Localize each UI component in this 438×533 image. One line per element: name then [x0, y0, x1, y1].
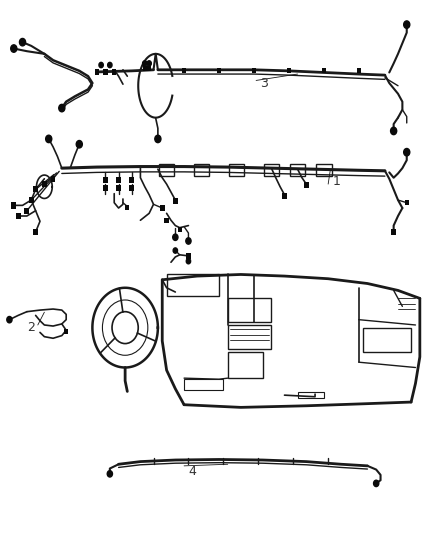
Bar	[322, 68, 326, 73]
Circle shape	[143, 61, 147, 66]
Circle shape	[186, 238, 191, 244]
Bar	[125, 205, 130, 210]
Bar	[95, 69, 99, 75]
Bar	[290, 164, 305, 175]
Text: 2: 2	[27, 321, 35, 334]
Circle shape	[59, 104, 65, 112]
Bar	[316, 164, 332, 175]
Circle shape	[7, 317, 12, 323]
Bar	[129, 177, 134, 183]
Bar	[357, 68, 360, 73]
Text: 4: 4	[188, 465, 196, 478]
Bar	[391, 229, 396, 235]
Bar	[282, 193, 287, 199]
Bar	[116, 177, 121, 183]
Bar	[217, 68, 221, 73]
Circle shape	[99, 62, 103, 68]
Bar	[252, 68, 256, 73]
Circle shape	[374, 480, 379, 487]
Bar	[166, 274, 219, 296]
Circle shape	[404, 21, 410, 28]
Bar	[103, 185, 108, 191]
Circle shape	[173, 248, 177, 253]
Circle shape	[186, 259, 191, 264]
Circle shape	[147, 61, 151, 66]
Bar	[159, 164, 174, 175]
Bar	[42, 181, 47, 187]
Bar	[184, 379, 223, 390]
Bar	[229, 164, 244, 175]
Bar	[103, 69, 108, 75]
Bar	[194, 164, 209, 175]
Bar	[228, 325, 272, 349]
Circle shape	[76, 141, 82, 148]
Circle shape	[107, 471, 113, 477]
Bar	[103, 177, 108, 183]
Bar	[160, 205, 165, 211]
Bar	[228, 298, 272, 322]
Bar	[164, 217, 169, 223]
Circle shape	[155, 135, 161, 143]
Bar	[11, 202, 16, 208]
Bar	[173, 198, 178, 204]
Bar	[177, 227, 182, 232]
Bar	[363, 328, 411, 352]
Bar	[287, 68, 291, 73]
Bar	[29, 197, 34, 203]
Bar	[297, 392, 324, 398]
Bar	[147, 66, 151, 71]
Circle shape	[19, 38, 25, 46]
Circle shape	[391, 127, 397, 135]
Bar	[304, 182, 309, 188]
Bar	[112, 69, 117, 75]
Bar	[64, 329, 68, 334]
Circle shape	[173, 234, 178, 240]
Circle shape	[108, 62, 112, 68]
Bar	[182, 68, 186, 73]
Bar	[15, 213, 21, 219]
Bar	[186, 253, 191, 259]
Bar	[33, 229, 38, 235]
Bar	[33, 187, 38, 192]
Bar	[51, 176, 56, 182]
Bar	[129, 185, 134, 191]
Text: 1: 1	[332, 175, 340, 188]
Bar	[264, 164, 279, 175]
Circle shape	[11, 45, 17, 52]
Circle shape	[46, 135, 52, 143]
Text: 3: 3	[261, 77, 268, 90]
Bar	[228, 352, 263, 378]
Bar	[25, 208, 29, 214]
Circle shape	[404, 149, 410, 156]
Bar	[405, 200, 409, 205]
Bar	[143, 66, 147, 71]
Bar	[116, 185, 121, 191]
